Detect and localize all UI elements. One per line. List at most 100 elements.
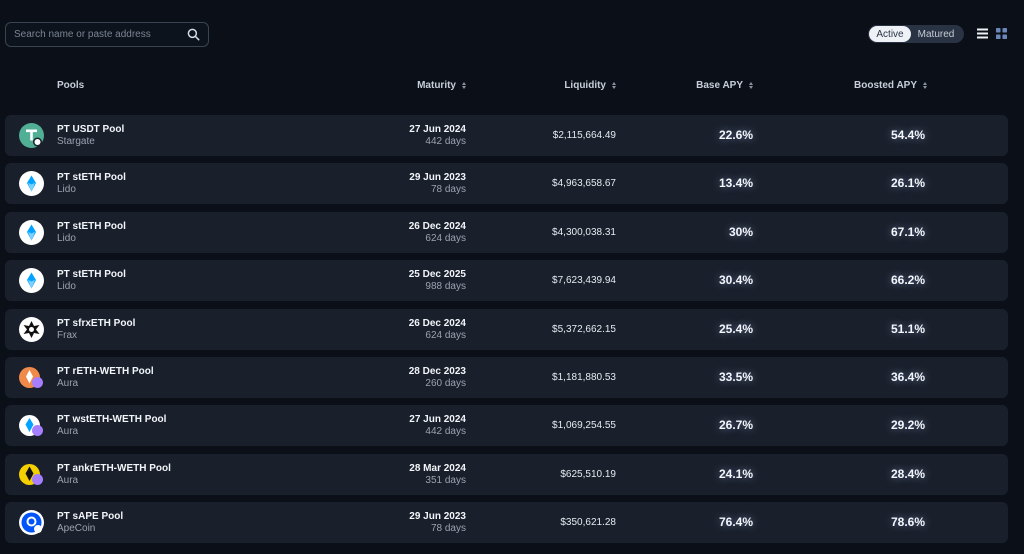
- header-pools: Pools: [57, 80, 84, 91]
- liquidity-value: $625,510.19: [560, 468, 616, 480]
- maturity-days: 442 days: [425, 426, 466, 438]
- reth-logo-icon: [19, 365, 44, 390]
- pool-name: PT stETH Pool: [57, 269, 126, 281]
- base-apy-value: 25.4%: [718, 321, 753, 336]
- header-maturity-label: Maturity: [417, 80, 456, 91]
- maturity-date: 28 Dec 2023: [408, 365, 466, 377]
- pool-protocol: ApeCoin: [57, 523, 96, 535]
- liquidity-value: $1,069,254.55: [552, 420, 616, 432]
- table-row[interactable]: PT rETH-WETH Pool Aura 28 Dec 2023 260 d…: [5, 356, 1008, 398]
- table-row[interactable]: PT USDT Pool Stargate 27 Jun 2024 442 da…: [5, 115, 1008, 156]
- toggle-active[interactable]: Active: [869, 26, 911, 42]
- liquidity-value: $1,181,880.53: [552, 371, 616, 383]
- list-view-icon[interactable]: [977, 28, 988, 39]
- ankreth-logo-icon: [19, 462, 44, 487]
- boosted-apy-value: 51.1%: [890, 321, 925, 336]
- base-apy-value: 26.7%: [718, 418, 753, 433]
- pool-protocol: Lido: [57, 184, 76, 196]
- grid-view-icon[interactable]: [996, 28, 1007, 39]
- liquidity-value: $4,963,658.67: [552, 178, 616, 190]
- maturity-date: 25 Dec 2025: [408, 269, 466, 281]
- pool-name: PT rETH-WETH Pool: [57, 365, 154, 377]
- maturity-date: 27 Jun 2024: [409, 124, 466, 135]
- wsteth-logo-icon: [19, 413, 44, 438]
- maturity-days: 988 days: [425, 281, 466, 293]
- header-boosted-apy-label: Boosted APY: [854, 80, 917, 91]
- header-base-apy[interactable]: Base APY: [696, 80, 753, 91]
- pool-protocol: Aura: [57, 377, 79, 389]
- maturity-date: 29 Jun 2023: [409, 172, 466, 184]
- toggle-matured[interactable]: Matured: [917, 28, 955, 40]
- base-apy-value: 30%: [728, 224, 753, 239]
- boosted-apy-value: 78.6%: [890, 515, 925, 530]
- maturity-date: 27 Jun 2024: [409, 414, 466, 426]
- pool-protocol: Aura: [57, 426, 79, 438]
- usdt-logo-icon: [19, 123, 44, 148]
- maturity-days: 442 days: [425, 136, 466, 147]
- sort-icon[interactable]: [923, 82, 927, 89]
- sort-icon[interactable]: [749, 82, 753, 89]
- boosted-apy-value: 66.2%: [890, 273, 925, 288]
- steth-logo-icon: [19, 268, 44, 294]
- table-row[interactable]: PT sAPE Pool ApeCoin 29 Jun 2023 78 days…: [5, 502, 1008, 544]
- liquidity-value: $4,300,038.31: [552, 226, 616, 238]
- sape-logo-icon: [19, 510, 44, 536]
- boosted-apy-value: 29.2%: [890, 418, 925, 433]
- pool-protocol: Stargate: [57, 136, 95, 147]
- header-liquidity-label: Liquidity: [564, 80, 606, 91]
- maturity-date: 26 Dec 2024: [408, 317, 466, 329]
- maturity-days: 78 days: [430, 184, 466, 196]
- sort-icon[interactable]: [612, 82, 616, 89]
- table-row[interactable]: PT ankrETH-WETH Pool Aura 28 Mar 2024 35…: [5, 453, 1008, 495]
- pool-name: PT ankrETH-WETH Pool: [57, 462, 171, 474]
- liquidity-value: $2,115,664.49: [552, 130, 616, 141]
- view-switcher: [977, 28, 1007, 39]
- maturity-date: 26 Dec 2024: [408, 220, 466, 232]
- liquidity-value: $7,623,439.94: [552, 275, 616, 287]
- pool-protocol: Aura: [57, 474, 79, 486]
- search-icon[interactable]: [186, 28, 200, 42]
- status-toggle: Active Matured: [868, 25, 964, 43]
- base-apy-value: 24.1%: [718, 466, 753, 481]
- pool-name: PT wstETH-WETH Pool: [57, 414, 167, 426]
- table-row[interactable]: PT wstETH-WETH Pool Aura 27 Jun 2024 442…: [5, 405, 1008, 447]
- sort-icon[interactable]: [462, 82, 466, 89]
- header-liquidity[interactable]: Liquidity: [564, 80, 616, 91]
- sfrxeth-logo-icon: [19, 316, 44, 342]
- table-row[interactable]: PT stETH Pool Lido 26 Dec 2024 624 days …: [5, 211, 1008, 253]
- steth-logo-icon: [19, 219, 44, 245]
- search-input[interactable]: [14, 29, 186, 40]
- pool-name: PT stETH Pool: [57, 220, 126, 232]
- boosted-apy-value: 54.4%: [890, 128, 925, 142]
- pool-protocol: Lido: [57, 281, 76, 293]
- pools-table: PT USDT Pool Stargate 27 Jun 2024 442 da…: [5, 115, 1008, 551]
- base-apy-value: 76.4%: [718, 515, 753, 530]
- pool-name: PT USDT Pool: [57, 124, 125, 135]
- boosted-apy-value: 36.4%: [890, 369, 925, 384]
- table-row[interactable]: PT sfrxETH Pool Frax 26 Dec 2024 624 day…: [5, 308, 1008, 350]
- maturity-date: 29 Jun 2023: [409, 511, 466, 523]
- maturity-date: 28 Mar 2024: [409, 462, 466, 474]
- boosted-apy-value: 67.1%: [890, 224, 925, 239]
- boosted-apy-value: 26.1%: [890, 176, 925, 191]
- steth-logo-icon: [19, 171, 44, 197]
- table-header: Pools Maturity Liquidity Base APY Booste…: [5, 80, 1008, 94]
- pool-protocol: Frax: [57, 329, 77, 341]
- base-apy-value: 33.5%: [718, 369, 753, 384]
- header-maturity[interactable]: Maturity: [417, 80, 466, 91]
- pool-name: PT sfrxETH Pool: [57, 317, 136, 329]
- header-pools-label: Pools: [57, 80, 85, 91]
- maturity-days: 351 days: [425, 474, 466, 486]
- maturity-days: 624 days: [425, 329, 466, 341]
- pool-name: PT sAPE Pool: [57, 511, 124, 523]
- table-row[interactable]: PT stETH Pool Lido 29 Jun 2023 78 days $…: [5, 163, 1008, 205]
- table-row[interactable]: PT stETH Pool Lido 25 Dec 2025 988 days …: [5, 260, 1008, 302]
- liquidity-value: $350,621.28: [560, 517, 616, 529]
- header-boosted-apy[interactable]: Boosted APY: [854, 80, 927, 91]
- pool-protocol: Lido: [57, 232, 76, 244]
- maturity-days: 260 days: [425, 377, 466, 389]
- search-box[interactable]: [5, 22, 209, 47]
- base-apy-value: 13.4%: [718, 176, 753, 191]
- maturity-days: 624 days: [425, 232, 466, 244]
